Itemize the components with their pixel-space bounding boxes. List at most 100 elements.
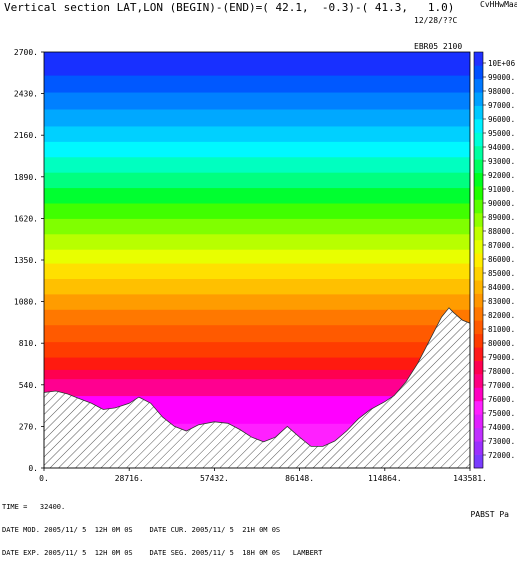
y-tick-label: 1080. [14, 298, 38, 307]
colorbar-label: 85000. [488, 269, 515, 278]
run-experiment: EBR05 2100 [414, 42, 463, 51]
shading-band [44, 309, 470, 326]
colorbar-label: 72000. [488, 451, 515, 460]
pressure-shading [44, 52, 470, 468]
y-tick-label: 270. [19, 422, 38, 431]
y-tick-label: 540. [19, 381, 38, 390]
shading-band [44, 141, 470, 158]
x-tick-label: 0. [39, 474, 49, 483]
colorbar-swatch [474, 172, 483, 187]
colorbar-swatch [474, 387, 483, 402]
colorbar-label: 83000. [488, 297, 515, 306]
colorbar-swatch [474, 92, 483, 106]
colorbar-swatch [474, 347, 483, 361]
shading-band [44, 75, 470, 93]
colorbar-swatch [474, 414, 483, 429]
colorbar-swatch [474, 441, 483, 455]
shading-band [44, 378, 470, 397]
colorbar-label: 81000. [488, 325, 515, 334]
run-date: 12/28/??C [414, 16, 458, 25]
colorbar-swatch [474, 105, 483, 120]
y-tick-label: 2700. [14, 48, 38, 57]
shading-band [44, 172, 470, 189]
colorbar-label: 93000. [488, 157, 515, 166]
shading-band [44, 249, 470, 264]
colorbar-label: 92000. [488, 171, 515, 180]
colorbar-label: 89000. [488, 213, 515, 222]
colorbar-swatch [474, 374, 483, 388]
x-axis: 0. 28716. 57432. 86148. 114864. 143581. [39, 468, 487, 483]
colorbar-label: 73000. [488, 437, 515, 446]
colorbar-swatch [474, 226, 483, 241]
corner-label: CvHHwMaa [480, 0, 517, 9]
footer-date-mod: DATE MOD. 2005/11/ 5 12H 0M 0S DATE CUR.… [2, 526, 281, 534]
colorbar-swatch [474, 454, 483, 469]
vertical-section-chart: 0. 28716. 57432. 86148. 114864. 143581. 0. 270… [14, 48, 516, 483]
colorbar-swatch [474, 320, 483, 335]
colorbar-label: 75000. [488, 409, 515, 418]
colorbar: 72000. 73000. 74000. 75000. 76000. 77000. 7800… [473, 51, 516, 469]
colorbar-label: 91000. [488, 185, 515, 194]
colorbar-swatch [474, 427, 483, 442]
colorbar-swatch [474, 280, 483, 294]
colorbar-swatch [474, 293, 483, 308]
chart-title: Vertical section LAT,LON (BEGIN)-(END)=(… [4, 1, 455, 14]
y-axis: 0. 270. 540. 810. 1080. 1350. 1620. 1890. 2160. 2… [14, 48, 44, 473]
colorbar-label: 98000. [488, 87, 515, 96]
y-tick-label: 810. [19, 339, 38, 348]
colorbar-label: 77000. [488, 381, 515, 390]
y-tick-label: 1350. [14, 256, 38, 265]
variable-label: PABST Pa [470, 510, 509, 519]
colorbar-label: 76000. [488, 395, 515, 404]
shading-band [44, 233, 470, 250]
colorbar-swatch [474, 132, 483, 147]
colorbar-swatch [474, 186, 483, 200]
shading-band [44, 324, 470, 343]
colorbar-label: 99000. [488, 73, 515, 82]
colorbar-swatch [474, 213, 483, 227]
colorbar-label: 79000. [488, 353, 515, 362]
shading-band [44, 293, 470, 310]
shading-band [44, 92, 470, 110]
colorbar-label: 82000. [488, 311, 515, 320]
colorbar-label: 90000. [488, 199, 515, 208]
y-tick-label: 1890. [14, 173, 38, 182]
shading-band [44, 202, 470, 219]
x-tick-label: 86148. [285, 474, 314, 483]
shading-band [44, 52, 470, 76]
shading-band [44, 218, 470, 235]
run-info: 12/28/??C EBR05 2100 [414, 1, 462, 61]
colorbar-label: 95000. [488, 129, 515, 138]
shading-band [44, 278, 470, 295]
y-tick-label: 1620. [14, 214, 38, 223]
shading-band [44, 125, 470, 142]
colorbar-frame [473, 51, 484, 469]
colorbar-label: 86000. [488, 255, 515, 264]
colorbar-label: 74000. [488, 423, 515, 432]
x-tick-label: 143581. [453, 474, 487, 483]
colorbar-swatch [474, 333, 483, 348]
colorbar-swatch [474, 78, 483, 93]
colorbar-label: 96000. [488, 115, 515, 124]
footer-date-exp: DATE EXP. 2005/11/ 5 12H 0M 0S DATE SEG.… [2, 549, 323, 557]
colorbar-label: 88000. [488, 227, 515, 236]
colorbar-swatch [474, 52, 483, 66]
colorbar-label: 80000. [488, 339, 515, 348]
colorbar-swatch [474, 199, 483, 214]
colorbar-swatch [474, 145, 483, 160]
colorbar-label: 78000. [488, 367, 515, 376]
x-tick-label: 28716. [115, 474, 144, 483]
shading-band [44, 341, 470, 358]
colorbar-swatch [474, 360, 483, 375]
y-tick-label: 2160. [14, 131, 38, 140]
colorbar-swatch [474, 239, 483, 254]
footer-time: TIME = 32400. [2, 503, 66, 511]
colorbar-label: 10E+06 [488, 59, 516, 68]
colorbar-swatch [474, 253, 483, 268]
colorbar-swatch [474, 159, 483, 174]
colorbar-label: 87000. [488, 241, 515, 250]
y-tick-label: 2430. [14, 90, 38, 99]
colorbar-swatch [474, 119, 483, 133]
colorbar-swatch [474, 306, 483, 321]
shading-band [44, 187, 470, 204]
